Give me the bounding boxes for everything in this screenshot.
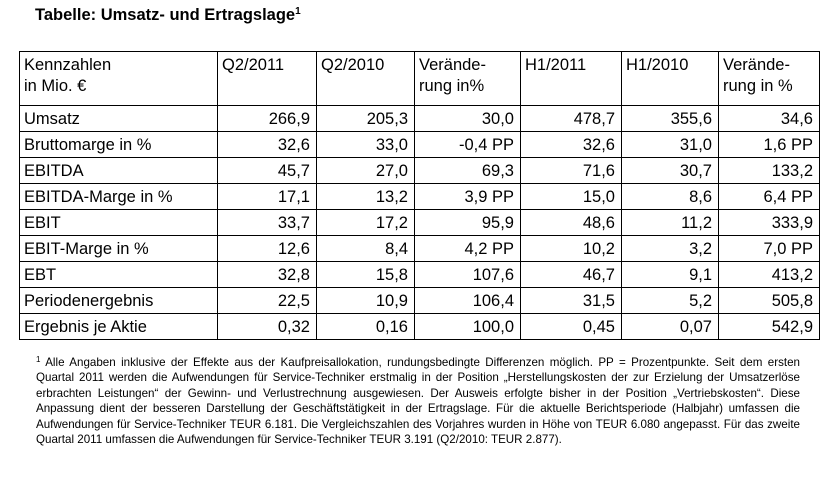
cell-h1-2010: 5,2	[621, 287, 719, 314]
cell-change-q: 3,9 PP	[414, 183, 521, 210]
footnote: 1 Alle Angaben inklusive der Effekte aus…	[36, 352, 800, 447]
cell-h1-2010: 355,6	[621, 105, 719, 132]
cell-change-q: 106,4	[414, 287, 521, 314]
cell-q2-2010: 15,8	[316, 261, 415, 288]
header-h1-2010: H1/2010	[621, 51, 719, 106]
table-row: EBITDA-Marge in % 17,1 13,2 3,9 PP 15,0 8,6 6,…	[19, 183, 820, 210]
header-line-1: Kennzahlen	[24, 56, 112, 74]
table-body: Umsatz 266,9 205,3 30,0 478,7 355,6 34,6 Brutto…	[19, 105, 820, 340]
cell-h1-2011: 10,2	[520, 235, 622, 262]
cell-change-h: 6,4 PP	[718, 183, 820, 210]
cell-change-q: 100,0	[414, 313, 521, 340]
cell-h1-2011: 46,7	[520, 261, 622, 288]
cell-h1-2011: 32,6	[520, 131, 622, 158]
header-line-1: H1/2010	[626, 56, 689, 74]
footnote-text: Alle Angaben inklusive der Effekte aus d…	[36, 356, 800, 447]
cell-change-q: 30,0	[414, 105, 521, 132]
cell-change-h: 133,2	[718, 157, 820, 184]
cell-h1-2011: 0,45	[520, 313, 622, 340]
cell-q2-2011: 12,6	[217, 235, 317, 262]
header-kennzahlen: Kennzahlen in Mio. €	[19, 51, 218, 106]
cell-q2-2011: 33,7	[217, 209, 317, 236]
header-q2-2011: Q2/2011	[217, 51, 317, 106]
cell-change-q: -0,4 PP	[414, 131, 521, 158]
cell-q2-2010: 0,16	[316, 313, 415, 340]
header-line-1: Q2/2011	[222, 56, 285, 74]
cell-q2-2011: 32,8	[217, 261, 317, 288]
cell-q2-2011: 22,5	[217, 287, 317, 314]
row-label: Periodenergebnis	[19, 287, 218, 314]
cell-change-h: 333,9	[718, 209, 820, 236]
cell-change-q: 107,6	[414, 261, 521, 288]
cell-h1-2011: 71,6	[520, 157, 622, 184]
cell-q2-2011: 266,9	[217, 105, 317, 132]
footnote-reference: 1	[295, 6, 301, 17]
row-label: EBT	[19, 261, 218, 288]
footnote-marker: 1	[36, 355, 41, 364]
cell-change-h: 413,2	[718, 261, 820, 288]
table-row: Umsatz 266,9 205,3 30,0 478,7 355,6 34,6	[19, 105, 820, 132]
table-row: Bruttomarge in % 32,6 33,0 -0,4 PP 32,6 31,0 1…	[19, 131, 820, 158]
header-line-1: Verände-	[723, 56, 790, 74]
cell-q2-2010: 205,3	[316, 105, 415, 132]
cell-change-h: 34,6	[718, 105, 820, 132]
header-line-1: Verände-	[419, 56, 486, 74]
header-change-h: Verände-rung in %	[718, 51, 820, 106]
header-line-1: Q2/2010	[321, 56, 385, 74]
header-line-2: in Mio. €	[24, 77, 87, 95]
cell-h1-2010: 9,1	[621, 261, 719, 288]
page-title: Tabelle: Umsatz- und Ertragslage1	[35, 6, 301, 25]
cell-change-h: 1,6 PP	[718, 131, 820, 158]
cell-q2-2011: 45,7	[217, 157, 317, 184]
table-row: EBIT-Marge in % 12,6 8,4 4,2 PP 10,2 3,2 7,0 P…	[19, 235, 820, 262]
header-row: Kennzahlen in Mio. € Q2/2011 Q2/2010 Verände…	[19, 51, 820, 106]
cell-h1-2010: 11,2	[621, 209, 719, 236]
header-line-1: H1/2011	[525, 56, 587, 74]
cell-q2-2010: 10,9	[316, 287, 415, 314]
cell-change-h: 505,8	[718, 287, 820, 314]
header-line-2: rung in %	[723, 77, 793, 95]
cell-h1-2010: 3,2	[621, 235, 719, 262]
cell-q2-2011: 32,6	[217, 131, 317, 158]
row-label: EBIT	[19, 209, 218, 236]
cell-q2-2011: 17,1	[217, 183, 317, 210]
row-label: Ergebnis je Aktie	[19, 313, 218, 340]
cell-change-q: 95,9	[414, 209, 521, 236]
table-row: EBITDA 45,7 27,0 69,3 71,6 30,7 133,2	[19, 157, 820, 184]
row-label: Bruttomarge in %	[19, 131, 218, 158]
page-title-text: Tabelle: Umsatz- und Ertragslage	[35, 6, 296, 24]
cell-change-q: 69,3	[414, 157, 521, 184]
table-header: Kennzahlen in Mio. € Q2/2011 Q2/2010 Verände…	[19, 51, 820, 106]
cell-h1-2010: 8,6	[621, 183, 719, 210]
row-label: EBITDA	[19, 157, 218, 184]
table-row: EBIT 33,7 17,2 95,9 48,6 11,2 333,9	[19, 209, 820, 236]
cell-q2-2011: 0,32	[217, 313, 317, 340]
cell-h1-2010: 0,07	[621, 313, 719, 340]
row-label: EBIT-Marge in %	[19, 235, 218, 262]
cell-h1-2011: 478,7	[520, 105, 622, 132]
cell-h1-2011: 15,0	[520, 183, 622, 210]
cell-h1-2011: 31,5	[520, 287, 622, 314]
header-change-q: Verände-rung in%	[414, 51, 521, 106]
cell-h1-2011: 48,6	[520, 209, 622, 236]
table-row: Periodenergebnis 22,5 10,9 106,4 31,5 5,2 505,…	[19, 287, 820, 314]
cell-change-h: 7,0 PP	[718, 235, 820, 262]
cell-h1-2010: 30,7	[621, 157, 719, 184]
cell-q2-2010: 33,0	[316, 131, 415, 158]
cell-change-h: 542,9	[718, 313, 820, 340]
header-q2-2010: Q2/2010	[316, 51, 415, 106]
cell-q2-2010: 27,0	[316, 157, 415, 184]
header-line-2: rung in%	[419, 77, 485, 95]
row-label: Umsatz	[19, 105, 218, 132]
cell-h1-2010: 31,0	[621, 131, 719, 158]
row-label: EBITDA-Marge in %	[19, 183, 218, 210]
header-h1-2011: H1/2011	[520, 51, 622, 106]
table-row: Ergebnis je Aktie 0,32 0,16 100,0 0,45 0,07 54…	[19, 313, 820, 340]
cell-change-q: 4,2 PP	[414, 235, 521, 262]
cell-q2-2010: 17,2	[316, 209, 415, 236]
cell-q2-2010: 13,2	[316, 183, 415, 210]
cell-q2-2010: 8,4	[316, 235, 415, 262]
table-row: EBT 32,8 15,8 107,6 46,7 9,1 413,2	[19, 261, 820, 288]
kpi-table: Kennzahlen in Mio. € Q2/2011 Q2/2010 Verände…	[19, 51, 820, 340]
